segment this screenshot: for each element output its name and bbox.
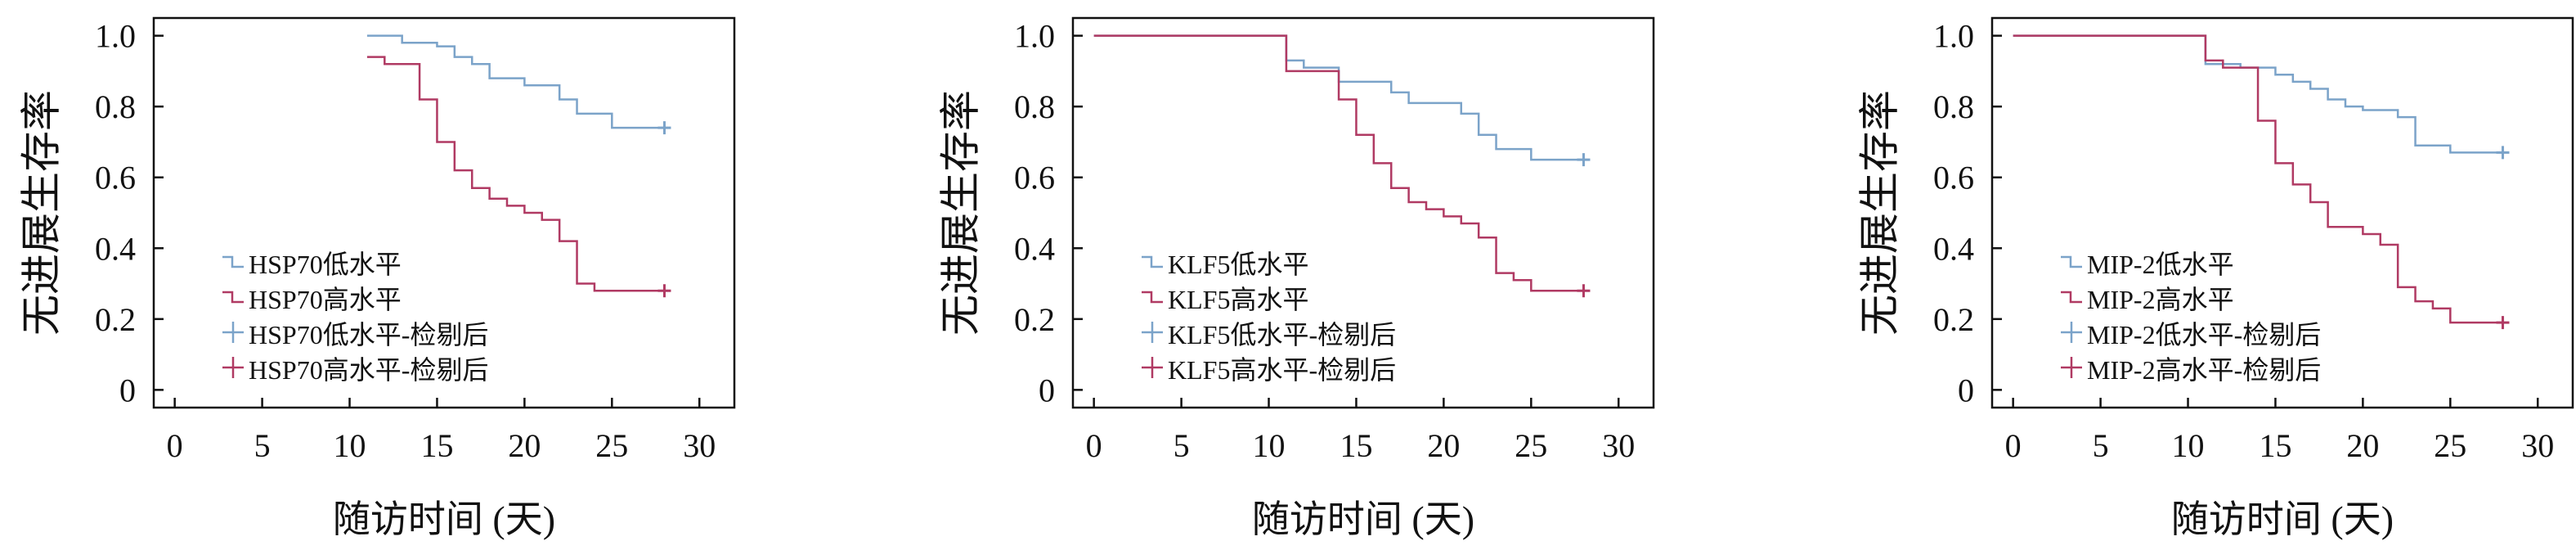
x-tick-label: 25 (595, 427, 628, 464)
y-tick-label: 0 (119, 372, 136, 408)
x-tick-label: 0 (167, 427, 183, 464)
x-tick-label: 30 (1602, 427, 1635, 464)
x-tick-label: 20 (2346, 427, 2379, 464)
x-tick-label: 15 (2259, 427, 2291, 464)
legend-label: KLF5高水平 (1168, 285, 1308, 314)
legend-label: MIP-2高水平-检剔后 (2087, 355, 2321, 385)
x-axis-label: 随访时间 (天) (2171, 498, 2394, 540)
chart-panel-1: 0 0.2 0.4 0.6 0.8 1.0 0 5 10 15 20 25 30 随访时间 (天) 无进展生… (18, 16, 736, 540)
censor-marker-high (657, 284, 671, 298)
y-tick-label: 0.2 (1933, 301, 1974, 338)
y-tick-label: 0.8 (1014, 88, 1055, 125)
y-tick-label: 0.2 (95, 301, 136, 338)
x-tick-label: 0 (1086, 427, 1102, 464)
x-tick-label: 25 (2434, 427, 2466, 464)
x-tick-label: 30 (2521, 427, 2554, 464)
legend-label: KLF5高水平-检剔后 (1168, 355, 1396, 385)
legend-swatch (222, 322, 244, 343)
y-tick-label: 0.6 (1014, 160, 1055, 196)
chart-panel-2: 0 0.2 0.4 0.6 0.8 1.0 0 5 10 15 20 25 30 随访时间 (天) 无进展生… (937, 16, 1655, 540)
y-tick-label: 1.0 (1014, 18, 1055, 55)
y-tick-label: 0.6 (95, 160, 136, 196)
legend-label: HSP70高水平 (249, 285, 402, 314)
y-tick-label: 1.0 (1933, 18, 1974, 55)
chart-panel-3: 0 0.2 0.4 0.6 0.8 1.0 0 5 10 15 20 25 30 随访时间 (天) 无进展生… (1856, 16, 2574, 540)
censor-marker-high (2496, 316, 2510, 330)
x-tick-label: 5 (2093, 427, 2109, 464)
legend-swatch (1142, 357, 1163, 378)
series-line-low (1093, 34, 1584, 161)
x-axis-label: 随访时间 (天) (1252, 498, 1474, 540)
series-line-low (366, 34, 665, 129)
plot-frame (1990, 16, 2574, 409)
legend-label: HSP70低水平-检剔后 (249, 320, 488, 349)
x-tick-label: 20 (1427, 427, 1460, 464)
x-axis-label: 随访时间 (天) (333, 498, 555, 540)
censor-marker-low (657, 121, 671, 135)
x-tick-label: 10 (1253, 427, 1286, 464)
legend-swatch (222, 255, 244, 268)
legend-label: HSP70低水平 (249, 250, 402, 279)
y-tick-label: 0.4 (1933, 230, 1974, 267)
legend-swatch (1142, 255, 1163, 268)
y-tick-label: 0.6 (1933, 160, 1974, 196)
legend-swatch (2061, 357, 2082, 378)
legend-label: KLF5低水平-检剔后 (1168, 320, 1396, 349)
legend-swatch (222, 291, 244, 304)
series-line-high (366, 56, 665, 292)
plot-frame (1071, 16, 1655, 409)
x-tick-label: 15 (420, 427, 453, 464)
y-tick-label: 0.4 (1014, 230, 1055, 267)
legend-swatch (2061, 255, 2082, 268)
legend-label: MIP-2低水平 (2087, 250, 2234, 279)
legend-swatch (2061, 291, 2082, 304)
series-line-high (1093, 34, 1584, 292)
legend-swatch (2061, 322, 2082, 343)
x-tick-label: 15 (1340, 427, 1372, 464)
legend-label: MIP-2低水平-检剔后 (2087, 320, 2321, 349)
legend-swatch (1142, 291, 1163, 304)
x-tick-label: 30 (683, 427, 716, 464)
y-tick-label: 0 (1958, 372, 1974, 408)
x-tick-label: 10 (2172, 427, 2205, 464)
legend-label: MIP-2高水平 (2087, 285, 2234, 314)
legend-swatch (1142, 322, 1163, 343)
legend-label: KLF5低水平 (1168, 250, 1308, 279)
y-tick-label: 0.8 (95, 88, 136, 125)
y-tick-label: 0.4 (95, 230, 136, 267)
legend-swatch (222, 357, 244, 378)
censor-marker-low (1577, 153, 1591, 167)
x-tick-label: 0 (2005, 427, 2022, 464)
x-tick-label: 20 (508, 427, 541, 464)
censor-marker-low (2496, 146, 2510, 160)
y-tick-label: 0 (1039, 372, 1055, 408)
y-axis-label: 无进展生存率 (18, 90, 64, 336)
x-tick-label: 25 (1515, 427, 1547, 464)
x-tick-label: 10 (334, 427, 366, 464)
censor-marker-high (1577, 284, 1591, 298)
series-line-high (2013, 34, 2503, 324)
plot-frame (152, 16, 736, 409)
x-tick-label: 5 (1174, 427, 1190, 464)
y-axis-label: 无进展生存率 (1856, 90, 1902, 336)
x-tick-label: 5 (254, 427, 271, 464)
y-tick-label: 0.2 (1014, 301, 1055, 338)
y-axis-label: 无进展生存率 (937, 90, 983, 336)
y-tick-label: 0.8 (1933, 88, 1974, 125)
y-tick-label: 1.0 (95, 18, 136, 55)
legend-label: HSP70高水平-检剔后 (249, 355, 488, 385)
